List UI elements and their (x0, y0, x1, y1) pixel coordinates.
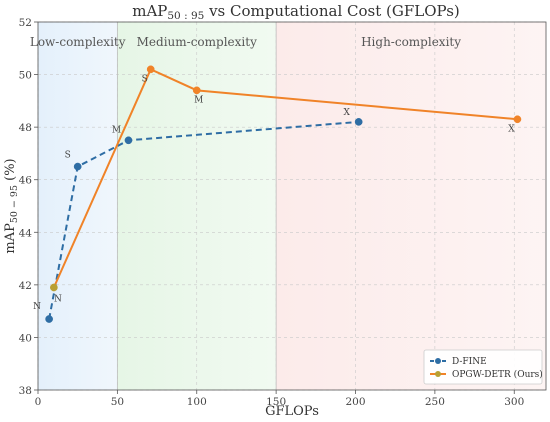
y-axis-label: mAP50 − 95 (%) (3, 158, 20, 253)
legend-swatch-marker (435, 371, 441, 377)
point-label: X (508, 124, 515, 134)
data-point-1 (124, 136, 133, 145)
point-label: M (194, 95, 203, 105)
data-point-2 (192, 86, 201, 95)
region-label: Medium-complexity (137, 35, 257, 49)
x-tick-label: 100 (187, 396, 207, 408)
point-label: M (112, 125, 121, 135)
data-point-2 (146, 65, 155, 74)
data-point-1 (45, 315, 53, 323)
x-tick-label: 0 (35, 396, 42, 408)
y-tick-label: 46 (19, 175, 33, 187)
y-tick-label: 52 (19, 17, 32, 29)
x-tick-label: 250 (425, 396, 445, 408)
legend-label: D-FINE (452, 357, 487, 367)
y-tick-label: 42 (19, 280, 32, 292)
title-subscript: 50 : 95 (167, 10, 204, 22)
point-label: N (54, 294, 62, 304)
series-line-1 (48, 120, 359, 320)
legend: D-FINE OPGW-DETR (Ours) (423, 349, 543, 385)
y-axis-subscript: 50 − 95 (9, 185, 20, 223)
y-tick-label: 40 (19, 332, 32, 344)
title-rest: vs Computational Cost (GFLOPs) (204, 2, 459, 20)
complexity-regions (38, 22, 546, 390)
plot-frame (37, 21, 547, 391)
legend-label: OPGW-DETR (Ours) (452, 369, 543, 380)
x-tick-label: 150 (266, 396, 286, 408)
chart-title: mAP50 : 95 vs Computational Cost (GFLOPs… (132, 2, 460, 22)
point-label: S (65, 151, 71, 161)
title-main: mAP (132, 2, 167, 20)
data-point-2 (50, 283, 58, 292)
y-axis-rest: (%) (3, 158, 18, 185)
series-line-2 (52, 67, 518, 288)
x-tick-label: 200 (345, 396, 365, 408)
y-tick-label: 50 (19, 70, 32, 82)
labels: Low-complexity Medium-complexity High-comp… (3, 2, 515, 419)
axis-ticks: 0 50 100 150 200 250 300 38 40 42 44 46 48 50 52 (19, 17, 525, 408)
y-tick-label: 44 (19, 227, 33, 239)
point-label: S (142, 74, 148, 84)
region-1 (38, 22, 118, 390)
y-axis-main: mAP (3, 223, 18, 254)
grid-lines (37, 21, 547, 391)
legend-swatch-marker (435, 358, 441, 364)
data-point-1 (354, 118, 363, 126)
region-label: Low-complexity (30, 35, 126, 49)
y-tick-label: 48 (19, 122, 32, 134)
point-label: N (33, 302, 41, 312)
data-point-2 (513, 115, 522, 124)
region-label: High-complexity (361, 35, 461, 49)
data-point-1 (73, 162, 82, 171)
x-tick-label: 300 (504, 396, 524, 408)
region-3 (276, 22, 546, 390)
legend-box (423, 349, 543, 385)
x-tick-label: 50 (111, 396, 124, 408)
x-axis-label: GFLOPs (265, 404, 319, 419)
point-label: X (343, 108, 350, 118)
data-series (45, 65, 522, 323)
y-tick-label: 38 (19, 385, 32, 397)
